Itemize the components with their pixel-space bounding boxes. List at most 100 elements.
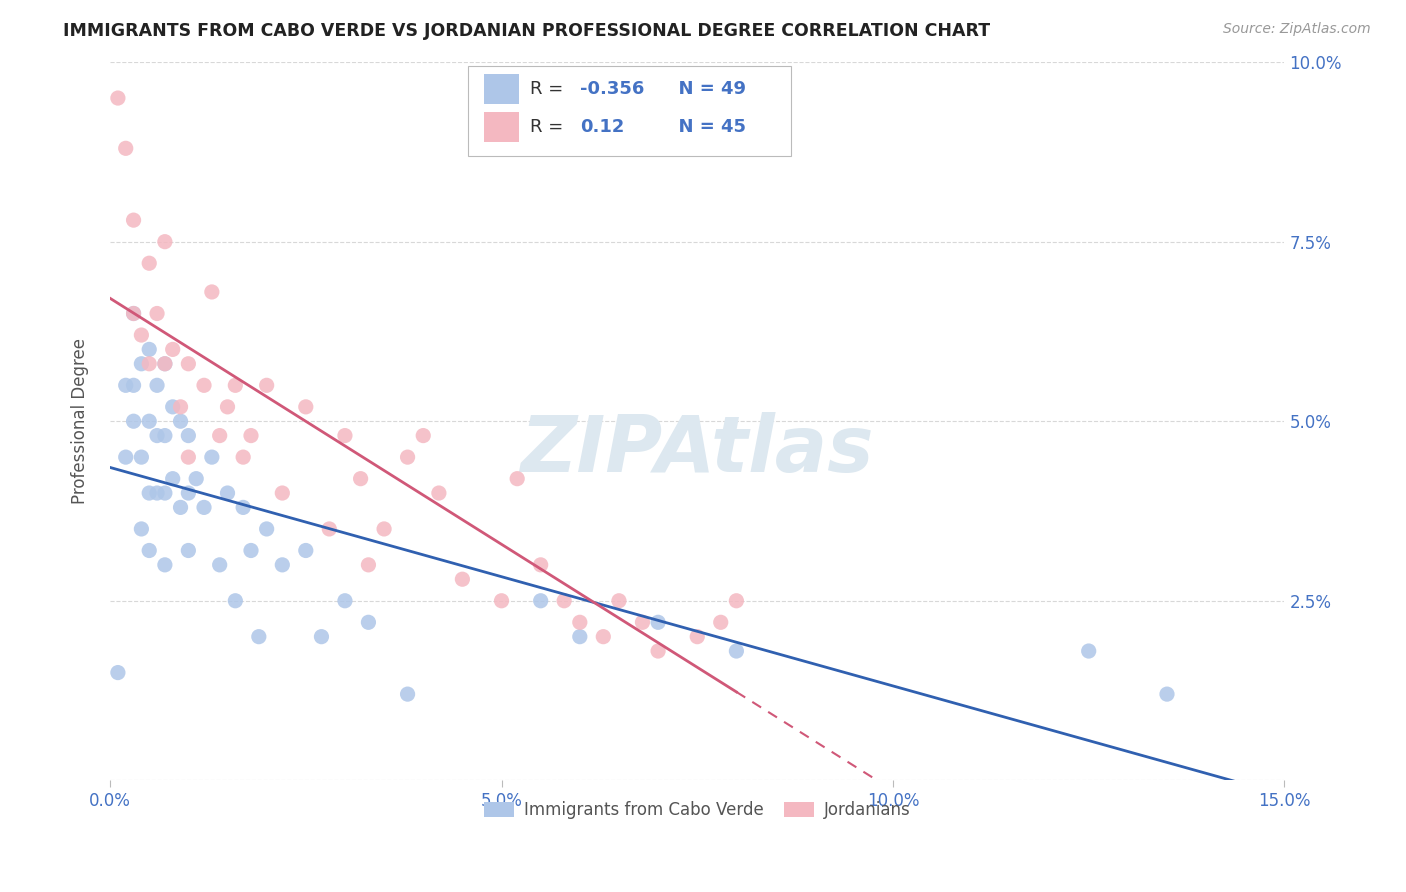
- Point: [240, 428, 263, 442]
- FancyBboxPatch shape: [484, 74, 519, 103]
- Point: [201, 285, 224, 299]
- Point: [177, 543, 200, 558]
- Point: [146, 428, 169, 442]
- Text: ZIPAtlas: ZIPAtlas: [520, 412, 875, 488]
- Point: [427, 486, 450, 500]
- Point: [318, 522, 340, 536]
- Point: [193, 378, 215, 392]
- Point: [224, 593, 246, 607]
- Point: [122, 306, 145, 320]
- Point: [491, 593, 513, 607]
- Point: [169, 500, 191, 515]
- Point: [177, 450, 200, 464]
- Point: [373, 522, 395, 536]
- Point: [186, 472, 208, 486]
- Point: [240, 543, 263, 558]
- Point: [217, 486, 239, 500]
- Point: [122, 414, 145, 428]
- Point: [208, 428, 231, 442]
- Point: [686, 630, 709, 644]
- Point: [138, 486, 160, 500]
- Point: [256, 378, 278, 392]
- Point: [114, 378, 136, 392]
- Point: [177, 357, 200, 371]
- Point: [647, 615, 669, 630]
- Point: [153, 558, 176, 572]
- Point: [138, 343, 160, 357]
- Point: [169, 414, 191, 428]
- Point: [138, 256, 160, 270]
- Point: [169, 400, 191, 414]
- Point: [592, 630, 614, 644]
- Legend: Immigrants from Cabo Verde, Jordanians: Immigrants from Cabo Verde, Jordanians: [477, 795, 917, 826]
- Point: [217, 400, 239, 414]
- Point: [162, 343, 184, 357]
- Point: [114, 141, 136, 155]
- Point: [725, 593, 748, 607]
- Point: [162, 400, 184, 414]
- Point: [357, 615, 380, 630]
- Point: [131, 328, 153, 343]
- Point: [311, 630, 333, 644]
- Point: [122, 306, 145, 320]
- Point: [177, 428, 200, 442]
- Point: [1077, 644, 1099, 658]
- Text: IMMIGRANTS FROM CABO VERDE VS JORDANIAN PROFESSIONAL DEGREE CORRELATION CHART: IMMIGRANTS FROM CABO VERDE VS JORDANIAN …: [63, 22, 990, 40]
- Y-axis label: Professional Degree: Professional Degree: [72, 338, 89, 504]
- Point: [146, 486, 169, 500]
- Point: [357, 558, 380, 572]
- Point: [553, 593, 575, 607]
- Point: [451, 572, 474, 586]
- Point: [568, 615, 591, 630]
- Point: [530, 558, 553, 572]
- Point: [224, 378, 246, 392]
- Point: [153, 486, 176, 500]
- Point: [107, 91, 129, 105]
- Point: [1156, 687, 1178, 701]
- Point: [138, 357, 160, 371]
- Text: 0.12: 0.12: [579, 118, 624, 136]
- Point: [607, 593, 630, 607]
- Point: [396, 687, 419, 701]
- Text: Source: ZipAtlas.com: Source: ZipAtlas.com: [1223, 22, 1371, 37]
- Point: [208, 558, 231, 572]
- Text: N = 45: N = 45: [665, 118, 745, 136]
- Point: [153, 357, 176, 371]
- Text: -0.356: -0.356: [579, 79, 644, 98]
- Point: [294, 543, 316, 558]
- Point: [146, 306, 169, 320]
- Point: [138, 414, 160, 428]
- Point: [710, 615, 733, 630]
- FancyBboxPatch shape: [468, 66, 792, 155]
- Point: [271, 558, 294, 572]
- Point: [232, 450, 254, 464]
- Point: [349, 472, 371, 486]
- Point: [396, 450, 419, 464]
- Point: [131, 357, 153, 371]
- Point: [131, 450, 153, 464]
- Point: [153, 357, 176, 371]
- Point: [506, 472, 529, 486]
- Point: [162, 472, 184, 486]
- Point: [333, 428, 356, 442]
- Point: [247, 630, 270, 644]
- Point: [725, 644, 748, 658]
- Point: [122, 378, 145, 392]
- Point: [256, 522, 278, 536]
- Point: [568, 630, 591, 644]
- Point: [631, 615, 654, 630]
- Point: [114, 450, 136, 464]
- Point: [153, 428, 176, 442]
- Point: [107, 665, 129, 680]
- Point: [412, 428, 434, 442]
- Point: [271, 486, 294, 500]
- Text: R =: R =: [530, 118, 575, 136]
- Text: N = 49: N = 49: [665, 79, 745, 98]
- Point: [177, 486, 200, 500]
- Point: [122, 213, 145, 227]
- Point: [138, 543, 160, 558]
- Point: [201, 450, 224, 464]
- Point: [232, 500, 254, 515]
- Point: [647, 644, 669, 658]
- Text: R =: R =: [530, 79, 569, 98]
